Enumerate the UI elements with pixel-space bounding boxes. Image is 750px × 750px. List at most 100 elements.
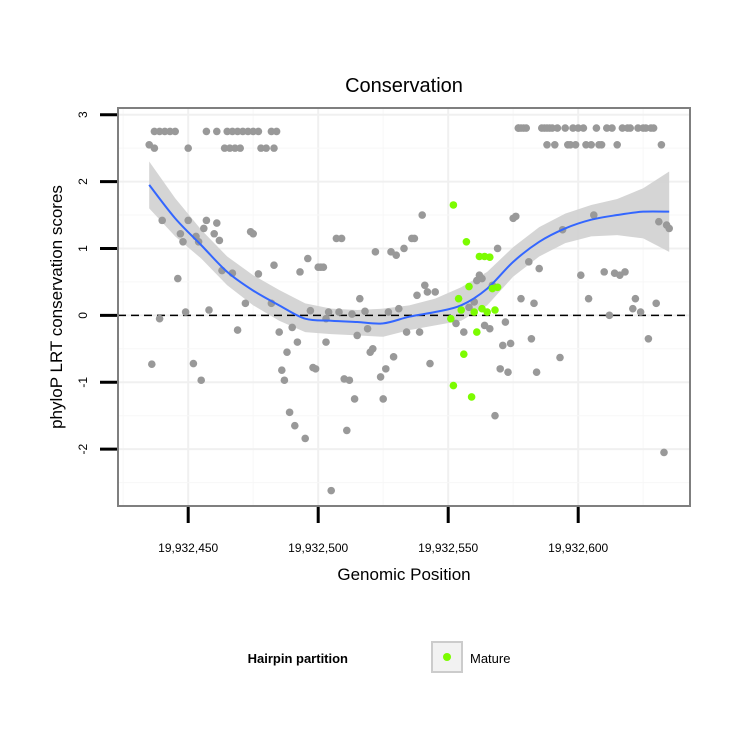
point-other [478, 274, 486, 283]
y-axis: -2 -1 0 1 2 3 [76, 111, 117, 454]
point-other [257, 144, 265, 152]
point-other [350, 395, 359, 403]
point-mature [486, 253, 494, 261]
point-other [579, 124, 588, 132]
point-mature [473, 328, 481, 336]
point-other [270, 144, 278, 152]
point-other [421, 281, 429, 290]
point-other [649, 124, 658, 132]
point-other [200, 224, 208, 233]
x-tick-label: 19,932,550 [418, 541, 478, 555]
point-other [176, 229, 185, 238]
smooth-line-layer [148, 184, 670, 325]
point-other [197, 376, 205, 385]
point-other [605, 311, 614, 320]
point-other [634, 124, 642, 132]
point-other [389, 353, 398, 361]
point-other [369, 345, 377, 353]
point-other [306, 306, 315, 315]
point-other [517, 294, 525, 303]
point-other [285, 408, 294, 417]
point-other [327, 486, 336, 495]
y-tick-label: -1 [76, 377, 90, 388]
point-other [402, 328, 411, 336]
point-other [587, 140, 595, 149]
legend-title: Hairpin partition [248, 651, 348, 666]
point-other [189, 359, 198, 368]
confidence-band-layer [149, 161, 670, 337]
point-other [213, 219, 221, 227]
point-mature [475, 252, 484, 261]
point-other [324, 308, 333, 316]
point-other [415, 328, 424, 336]
point-other [361, 307, 369, 316]
point-other [304, 254, 312, 263]
point-other [181, 308, 190, 316]
point-other [597, 140, 606, 149]
y-tick-label: -2 [76, 443, 90, 454]
point-other [184, 216, 192, 225]
point-other [291, 421, 299, 430]
point-other [155, 314, 164, 323]
point-other [644, 334, 653, 343]
point-other [171, 127, 179, 136]
point-other [343, 426, 351, 435]
point-other [231, 144, 239, 152]
point-other [267, 127, 276, 136]
y-tick-label: 1 [76, 245, 90, 252]
point-other [460, 328, 468, 336]
point-other [233, 326, 242, 334]
point-other [376, 373, 385, 381]
point-mature [462, 237, 471, 246]
point-other [629, 304, 637, 313]
point-other [665, 224, 673, 233]
point-mature [467, 393, 476, 401]
point-other [538, 124, 546, 132]
point-other [522, 124, 530, 132]
point-other [205, 306, 213, 314]
point-other [491, 411, 499, 420]
y-tick-label: 0 [76, 312, 90, 319]
point-other [166, 127, 174, 136]
point-other [174, 274, 182, 283]
point-other [535, 264, 543, 273]
point-other [543, 124, 551, 132]
point-other [452, 319, 460, 328]
point-other [566, 140, 575, 149]
point-other [202, 127, 211, 136]
point-other [504, 368, 512, 377]
point-other [262, 144, 271, 152]
point-other [603, 124, 611, 132]
points-other-layer [145, 124, 673, 495]
point-other [363, 324, 372, 333]
point-other [155, 127, 164, 136]
smooth-line [148, 184, 670, 325]
point-other [213, 127, 221, 136]
point-other [626, 124, 634, 132]
point-other [493, 244, 502, 253]
point-mature [449, 381, 458, 390]
point-other [239, 127, 247, 136]
point-other [621, 268, 629, 276]
point-other [296, 268, 304, 276]
point-other [652, 299, 660, 308]
point-other [301, 434, 310, 443]
point-other [158, 216, 166, 225]
points-mature-layer [447, 201, 502, 401]
point-other [569, 124, 577, 132]
point-other [379, 395, 388, 403]
point-other [423, 288, 432, 296]
point-other [283, 348, 291, 356]
point-other [319, 263, 328, 272]
point-other [592, 124, 601, 132]
point-other [400, 244, 408, 253]
point-other [322, 338, 330, 346]
point-mature [493, 283, 502, 292]
point-other [553, 124, 562, 132]
chart-title: Conservation [345, 75, 463, 97]
point-other [660, 448, 668, 457]
point-other [582, 140, 590, 149]
x-axis-label: Genomic Position [337, 565, 470, 584]
point-other [410, 234, 419, 243]
point-other [371, 248, 380, 256]
